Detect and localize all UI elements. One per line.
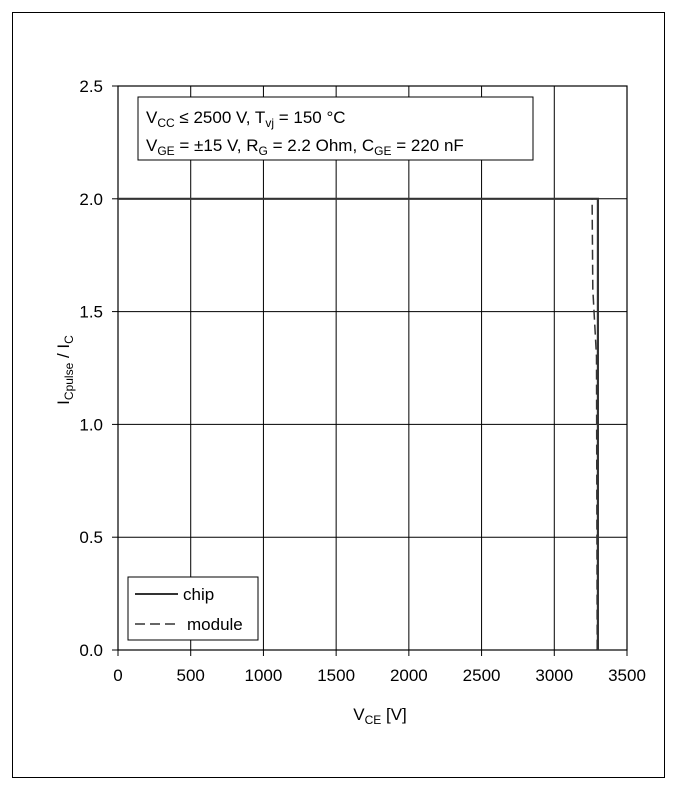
plot-area [117,85,628,651]
series-lines [118,197,600,651]
series-line-module [118,198,598,651]
legend-module-label: module [187,615,243,634]
y-axis-label: ICpulse / IC [54,335,76,405]
grid-lines [112,85,628,656]
x-tick-label: 1000 [245,666,283,685]
y-tick-label: 0.5 [79,528,103,547]
annotation-box [137,96,534,161]
legend-box [127,576,259,641]
x-axis-label: VCE [V] [353,705,407,727]
x-tick-label: 2500 [463,666,501,685]
annotation-line-1: VCC ≤ 2500 V, Tvj = 150 °C [146,108,346,130]
x-tick-label: 3000 [535,666,573,685]
y-tick-label: 2.5 [79,77,103,96]
x-tick-label: 2000 [390,666,428,685]
annotation-line-2: VGE = ±15 V, RG = 2.2 Ohm, CGE = 220 nF [146,136,464,158]
x-tick-labels: 0 500 1000 1500 2000 2500 3000 3500 [113,666,646,685]
legend: chip module [127,576,259,641]
x-tick-label: 1500 [317,666,355,685]
x-tick-label: 500 [177,666,205,685]
y-tick-labels: 0.0 0.5 1.0 1.5 2.0 2.5 [79,77,103,660]
y-tick-label: 1.0 [79,415,103,434]
y-tick-label: 2.0 [79,190,103,209]
x-tick-label: 0 [113,666,122,685]
legend-chip-label: chip [183,585,214,604]
x-tick-label: 3500 [608,666,646,685]
y-tick-label: 1.5 [79,303,103,322]
y-tick-label: 0.0 [79,641,103,660]
conditions-annotation: VCC ≤ 2500 V, Tvj = 150 °C VGE = ±15 V, … [137,96,534,161]
